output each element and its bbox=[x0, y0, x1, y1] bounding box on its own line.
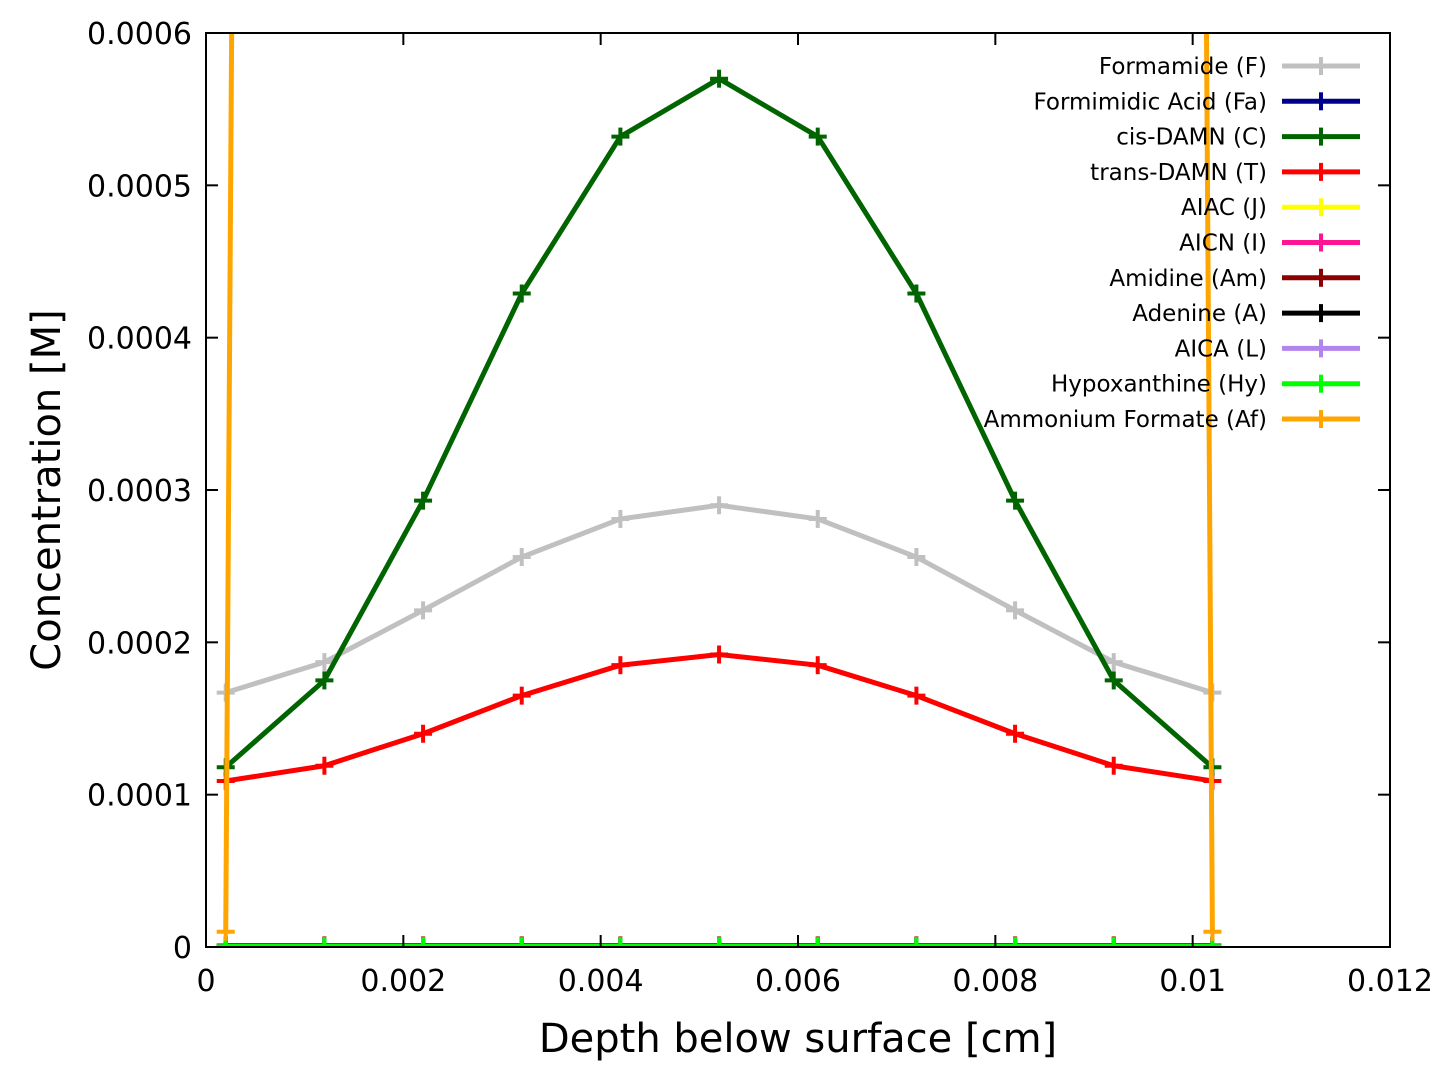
axis-layer: 0 0.002 0.004 0.006 0.008 0.01 0.012 0 0.0001 0.0… bbox=[87, 17, 1433, 999]
legend-item-aicn-i: AICN (I) bbox=[1179, 231, 1360, 257]
data-point-cis-damn-c bbox=[1006, 491, 1025, 510]
x-tick-label: 0.01 bbox=[1159, 964, 1226, 999]
legend-label: Formamide (F) bbox=[1099, 54, 1267, 80]
legend-label: AICA (L) bbox=[1175, 336, 1267, 362]
data-point-cis-damn-c bbox=[512, 284, 531, 303]
legend-item-cis-damn-c: cis-DAMN (C) bbox=[1116, 125, 1360, 151]
y-tick-label: 0 bbox=[173, 931, 192, 966]
data-point-formamide-f bbox=[808, 509, 827, 528]
data-point-formamide-f bbox=[710, 496, 729, 515]
legend: Formamide (F) Formimidic Acid (Fa) cis-DAM… bbox=[984, 54, 1360, 433]
data-point-formamide-f bbox=[1006, 601, 1025, 620]
legend-item-ammonium-formate-af: Ammonium Formate (Af) bbox=[984, 407, 1360, 433]
legend-item-amidine-am: Amidine (Am) bbox=[1109, 266, 1360, 292]
data-point-trans-damn-t bbox=[710, 645, 729, 664]
legend-item-trans-damn-t: trans-DAMN (T) bbox=[1090, 160, 1360, 186]
data-point-cis-damn-c bbox=[907, 284, 926, 303]
legend-label: Amidine (Am) bbox=[1109, 266, 1267, 292]
data-point-formamide-f bbox=[512, 548, 531, 567]
legend-label: AICN (I) bbox=[1179, 231, 1267, 257]
legend-label: cis-DAMN (C) bbox=[1116, 125, 1267, 151]
series-line-trans-damn-t bbox=[225, 652, 1213, 784]
legend-label: AIAC (J) bbox=[1181, 195, 1267, 221]
data-point-trans-damn-t bbox=[611, 656, 630, 675]
legend-item-aica-l: AICA (L) bbox=[1175, 336, 1360, 362]
legend-label: trans-DAMN (T) bbox=[1090, 160, 1267, 186]
y-tick-label: 0.0005 bbox=[87, 169, 192, 204]
data-point-ammonium-formate-af bbox=[216, 922, 235, 941]
data-point-formamide-f bbox=[414, 601, 433, 620]
data-point-formamide-f bbox=[315, 653, 334, 672]
data-point-formamide-f bbox=[907, 548, 926, 567]
data-point-trans-damn-t bbox=[907, 686, 926, 705]
data-point-trans-damn-t bbox=[414, 724, 433, 743]
legend-item-adenine-a: Adenine (A) bbox=[1132, 301, 1360, 327]
data-point-trans-damn-t bbox=[1006, 724, 1025, 743]
x-tick-label: 0.012 bbox=[1347, 964, 1433, 999]
x-tick-label: 0 bbox=[196, 964, 215, 999]
data-point-formamide-f bbox=[1104, 653, 1123, 672]
data-point-cis-damn-c bbox=[808, 127, 827, 146]
y-tick-label: 0.0004 bbox=[87, 322, 192, 357]
y-tick-label: 0.0001 bbox=[87, 779, 192, 814]
y-tick-label: 0.0006 bbox=[87, 17, 192, 52]
y-tick-label: 0.0003 bbox=[87, 474, 192, 509]
x-tick-label: 0.002 bbox=[360, 964, 446, 999]
series-line-formamide-f bbox=[224, 502, 1214, 695]
legend-label: Hypoxanthine (Hy) bbox=[1051, 372, 1267, 398]
x-tick-label: 0.008 bbox=[952, 964, 1038, 999]
data-point-trans-damn-t bbox=[808, 656, 827, 675]
legend-item-aiac-j: AIAC (J) bbox=[1181, 195, 1360, 221]
y-tick-label: 0.0002 bbox=[87, 626, 192, 661]
data-point-trans-damn-t bbox=[1104, 756, 1123, 775]
x-axis-title: Depth below surface [cm] bbox=[539, 1016, 1057, 1062]
data-point-formamide-f bbox=[611, 509, 630, 528]
legend-label: Adenine (A) bbox=[1132, 301, 1267, 327]
legend-label: Ammonium Formate (Af) bbox=[984, 407, 1267, 433]
y-axis-title: Concentration [M] bbox=[24, 309, 70, 670]
legend-item-formamide-f: Formamide (F) bbox=[1099, 54, 1360, 80]
data-point-cis-damn-c bbox=[611, 127, 630, 146]
data-point-trans-damn-t bbox=[315, 756, 334, 775]
data-point-cis-damn-c bbox=[315, 671, 334, 690]
series-layer bbox=[216, 33, 1222, 947]
x-tick-label: 0.006 bbox=[755, 964, 841, 999]
legend-label: Formimidic Acid (Fa) bbox=[1033, 89, 1267, 115]
legend-item-hypoxanthine-hy: Hypoxanthine (Hy) bbox=[1051, 372, 1360, 398]
series-line-ammonium-formate-af bbox=[223, 33, 1215, 932]
legend-item-formimidic-acid-fa: Formimidic Acid (Fa) bbox=[1033, 89, 1360, 115]
data-point-ammonium-formate-af bbox=[1203, 922, 1222, 941]
data-point-trans-damn-t bbox=[512, 686, 531, 705]
data-point-cis-damn-c bbox=[414, 491, 433, 510]
x-tick-label: 0.004 bbox=[558, 964, 644, 999]
data-point-cis-damn-c bbox=[710, 69, 729, 88]
data-point-cis-damn-c bbox=[1104, 671, 1123, 690]
